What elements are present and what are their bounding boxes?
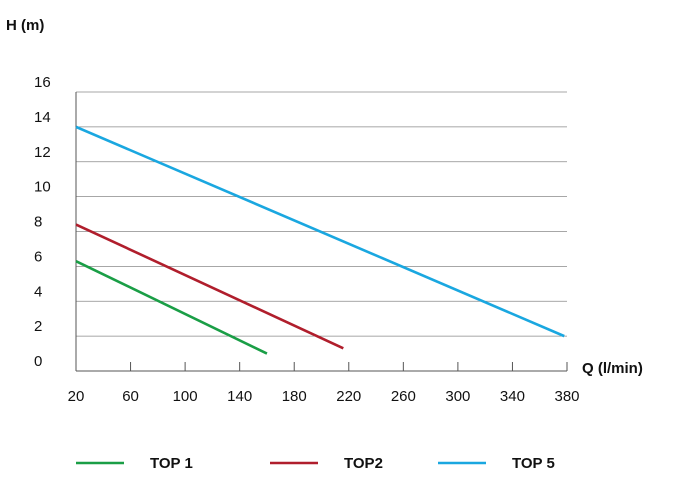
x-tick-label-100: 100	[173, 388, 198, 405]
y-tick-label-6: 6	[34, 248, 42, 265]
y-tick-label-16: 16	[34, 74, 51, 91]
x-tick-label-20: 20	[68, 388, 85, 405]
y-axis-title: H (m)	[6, 17, 44, 34]
x-tick-label-60: 60	[122, 388, 139, 405]
y-tick-label-0: 0	[34, 353, 42, 370]
y-tick-label-2: 2	[34, 318, 42, 335]
x-tick-label-300: 300	[445, 388, 470, 405]
plot-area	[75, 125, 565, 355]
y-tick-label-4: 4	[34, 283, 42, 300]
y-tick-label-10: 10	[34, 179, 51, 196]
series-line-0	[75, 259, 268, 355]
series-line-2	[75, 125, 565, 338]
x-tick-label-340: 340	[500, 388, 525, 405]
x-tick-label-140: 140	[227, 388, 252, 405]
y-tick-label-14: 14	[34, 109, 51, 126]
x-tick-label-380: 380	[554, 388, 579, 405]
grid	[76, 91, 567, 337]
legend: TOP 1 TOP2 TOP 5	[76, 455, 555, 472]
legend-label-1: TOP2	[344, 455, 383, 472]
x-tick-label-180: 180	[282, 388, 307, 405]
y-tick-label-8: 8	[34, 214, 42, 231]
legend-label-0: TOP 1	[150, 455, 193, 472]
x-axis-title: Q (l/min)	[582, 360, 643, 377]
tick-labels: 0 2 4 6 8 10 12 14 16 20 60 100 140 180 220 260 300 340 38…	[34, 74, 580, 405]
y-tick-label-12: 12	[34, 144, 51, 161]
axes	[75, 92, 568, 372]
x-tick-label-220: 220	[336, 388, 361, 405]
x-tick-label-260: 260	[391, 388, 416, 405]
series-line-1	[75, 223, 344, 350]
legend-label-2: TOP 5	[512, 455, 555, 472]
